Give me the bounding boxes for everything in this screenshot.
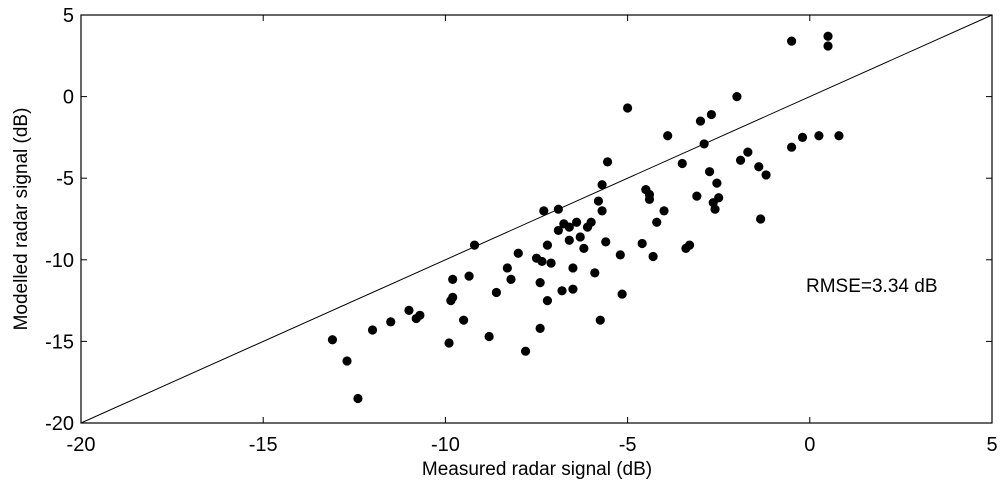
ticks-layer: -20 -15 -10 -5 0 5 -20 -15 -10 -5 0 5 <box>45 5 997 456</box>
data-point <box>714 193 724 203</box>
data-point <box>513 248 523 258</box>
x-tick-label: -20 <box>67 434 96 456</box>
data-point <box>637 238 647 249</box>
data-point <box>542 296 553 306</box>
data-point <box>575 232 585 242</box>
data-point <box>797 132 808 142</box>
identity-reference-line <box>80 14 993 424</box>
data-point <box>644 189 655 200</box>
data-point <box>590 268 600 278</box>
x-tick-label: -5 <box>619 434 637 456</box>
data-point <box>601 237 611 247</box>
data-point <box>699 139 709 149</box>
x-tick-label: -10 <box>431 434 460 456</box>
data-point <box>367 325 378 335</box>
data-point <box>564 235 574 245</box>
data-point <box>615 250 625 260</box>
rmse-annotation: RMSE=3.34 dB <box>806 276 938 297</box>
data-point <box>506 274 516 284</box>
data-point <box>786 142 797 152</box>
data-point <box>553 204 563 214</box>
x-axis-label: Measured radar signal (dB) <box>422 459 652 480</box>
data-point <box>557 286 567 296</box>
data-point <box>568 284 578 294</box>
data-point <box>823 41 833 51</box>
data-point <box>659 206 669 216</box>
data-point <box>542 240 553 250</box>
data-point <box>761 170 771 180</box>
data-point <box>469 240 480 250</box>
data-point <box>568 263 578 273</box>
data-point <box>623 103 633 113</box>
data-point <box>586 217 596 227</box>
data-point <box>502 263 512 273</box>
data-point <box>444 338 454 348</box>
y-tick-label: 0 <box>63 87 74 109</box>
data-point <box>491 287 502 298</box>
data-point <box>735 155 746 165</box>
y-axis-label: Modelled radar signal (dB) <box>11 108 32 331</box>
data-point <box>786 36 797 46</box>
data-point <box>553 225 563 236</box>
y-tick-label: -20 <box>45 413 74 435</box>
data-point <box>814 131 824 141</box>
data-point <box>595 315 605 325</box>
data-point <box>692 191 702 201</box>
data-point <box>353 393 363 404</box>
data-point <box>743 147 753 157</box>
y-tick-label: -5 <box>56 168 74 190</box>
data-point <box>415 310 425 320</box>
data-point <box>834 131 844 141</box>
data-point <box>648 251 658 262</box>
data-point <box>677 158 687 169</box>
data-point <box>448 292 458 302</box>
x-tick-label: 5 <box>986 434 997 456</box>
data-point <box>617 289 627 299</box>
x-tick-label: 0 <box>804 434 815 456</box>
data-point <box>546 258 556 268</box>
data-point <box>535 323 545 333</box>
data-point <box>597 180 607 190</box>
data-point <box>404 305 414 315</box>
data-point <box>704 167 715 177</box>
data-point <box>684 240 695 250</box>
data-point <box>593 196 604 206</box>
x-tick-label: -15 <box>249 434 278 456</box>
data-point <box>448 274 458 284</box>
points-layer <box>327 31 844 404</box>
data-point <box>732 92 742 102</box>
data-point <box>652 217 662 227</box>
data-point <box>712 178 722 188</box>
data-point <box>710 204 720 214</box>
data-point <box>535 278 545 288</box>
data-point <box>484 331 494 342</box>
y-tick-label: -15 <box>45 331 74 353</box>
data-point <box>520 346 531 356</box>
data-point <box>579 243 589 253</box>
data-point <box>597 206 607 216</box>
data-point <box>327 335 338 345</box>
data-point <box>663 131 673 141</box>
data-point <box>537 256 547 267</box>
data-point <box>564 222 574 232</box>
y-tick-label: 5 <box>63 5 74 27</box>
data-point <box>695 116 706 126</box>
data-point <box>754 162 764 172</box>
data-point <box>756 214 766 224</box>
data-point <box>602 157 613 167</box>
data-point <box>823 31 833 41</box>
data-point <box>539 206 549 216</box>
data-point <box>342 356 352 366</box>
data-point <box>386 317 396 327</box>
data-point <box>459 315 469 325</box>
y-tick-label: -10 <box>45 250 74 272</box>
data-point <box>571 217 582 227</box>
data-point <box>464 271 474 281</box>
data-point <box>706 109 717 120</box>
